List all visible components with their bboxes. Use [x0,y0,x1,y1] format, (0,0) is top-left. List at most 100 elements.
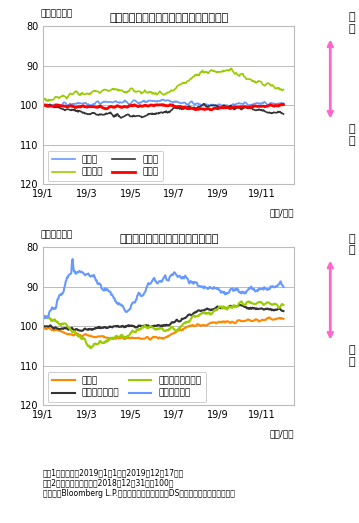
ブラジル・レアル [41,312,45,319]
インド・ルピー [41,323,45,329]
Line: 人民元: 人民元 [43,317,284,340]
米ドル [281,101,286,108]
豪ドル [155,110,159,117]
ブラジル・レアル [246,298,251,304]
ユーロ [138,99,142,106]
豪ドル [154,110,159,116]
豪ドル [202,100,206,107]
人民元 [244,317,248,324]
ブラジル・レアル [88,345,93,351]
ブラジル・レアル [281,302,286,308]
ユーロ [155,99,159,105]
Line: トルコ・リラ: トルコ・リラ [43,259,284,319]
米ドル [244,104,248,110]
英ポンド [155,92,159,98]
豪ドル [164,108,168,114]
インド・ルピー [164,322,168,328]
英ポンド [245,76,249,82]
ブラジル・レアル [154,326,159,333]
Title: 【主な先進国・地域通貨の対円レート】: 【主な先進国・地域通貨の対円レート】 [109,13,228,22]
英ポンド [41,96,45,103]
Line: 英ポンド: 英ポンド [43,69,284,101]
英ポンド [281,86,286,93]
ユーロ [154,98,159,105]
ブラジル・レアル [244,300,248,306]
ユーロ [281,100,286,107]
Text: （注1）データは2019年1月1日～2019年12月17日。
（注2）グラフは逆目盛。2018年12月31日＝100。
（出所）Bloomberg L.P.のデ: （注1）データは2019年1月1日～2019年12月17日。 （注2）グラフは逆… [43,469,235,498]
インド・ルピー [155,322,159,328]
英ポンド [46,98,50,104]
インド・ルピー [138,323,142,329]
Title: 【主な新興国通貨の対円レート】: 【主な新興国通貨の対円レート】 [119,234,218,244]
米ドル [154,102,158,108]
Text: 円
安: 円 安 [349,345,355,367]
Text: （ポイント）: （ポイント） [41,9,73,18]
人民元 [257,319,261,325]
ユーロ [245,101,249,107]
X-axis label: （年/月）: （年/月） [270,208,294,217]
ユーロ [41,103,45,109]
米ドル [154,102,159,108]
ユーロ [55,104,60,110]
人民元 [154,334,159,340]
人民元 [148,337,152,343]
米ドル [137,103,141,109]
人民元 [164,334,168,340]
Line: ブラジル・レアル: ブラジル・レアル [43,301,284,348]
英ポンド [154,91,159,97]
トルコ・リラ [244,288,248,294]
ブラジル・レアル [138,326,142,332]
人民元 [137,335,141,342]
インド・ルピー [154,323,159,329]
米ドル [163,103,168,109]
トルコ・リラ [70,256,75,262]
豪ドル [257,106,262,112]
トルコ・リラ [257,286,261,292]
ユーロ [257,100,262,106]
Line: 豪ドル: 豪ドル [43,104,284,118]
Line: ユーロ: ユーロ [43,99,284,107]
豪ドル [118,115,123,121]
豪ドル [138,113,142,119]
Line: 米ドル: 米ドル [43,104,284,110]
ユーロ [164,97,169,104]
豪ドル [41,101,45,108]
ブラジル・レアル [164,327,168,334]
英ポンド [138,88,142,95]
人民元 [155,334,159,340]
Text: （ポイント）: （ポイント） [41,231,73,240]
英ポンド [257,78,262,84]
人民元 [41,324,45,330]
豪ドル [281,111,286,117]
米ドル [280,101,284,107]
トルコ・リラ [281,284,286,290]
Text: 円
安: 円 安 [349,124,355,145]
トルコ・リラ [41,315,45,322]
Legend: 人民元, インド・ルピー, ブラジル・レアル, トルコ・リラ: 人民元, インド・ルピー, ブラジル・レアル, トルコ・リラ [48,372,206,402]
英ポンド [229,65,233,72]
米ドル [41,102,45,108]
Legend: ユーロ, 英ポンド, 豪ドル, 米ドル: ユーロ, 英ポンド, 豪ドル, 米ドル [48,151,163,181]
Text: 円
高: 円 高 [349,13,355,34]
米ドル [257,104,261,110]
人民元 [281,316,286,322]
米ドル [209,107,214,113]
Text: 円
高: 円 高 [349,234,355,255]
インド・ルピー [237,302,242,308]
人民元 [267,314,271,321]
英ポンド [164,90,168,97]
インド・ルピー [79,328,84,334]
トルコ・リラ [155,280,159,286]
豪ドル [245,104,249,110]
ブラジル・レアル [257,299,262,305]
インド・ルピー [281,308,286,314]
トルコ・リラ [164,275,168,281]
ブラジル・レアル [155,325,159,332]
Line: インド・ルピー: インド・ルピー [43,305,284,331]
トルコ・リラ [154,279,159,286]
インド・ルピー [245,305,249,312]
トルコ・リラ [138,290,142,297]
ユーロ [160,96,164,103]
インド・ルピー [257,305,262,312]
X-axis label: （年/月）: （年/月） [270,429,294,438]
